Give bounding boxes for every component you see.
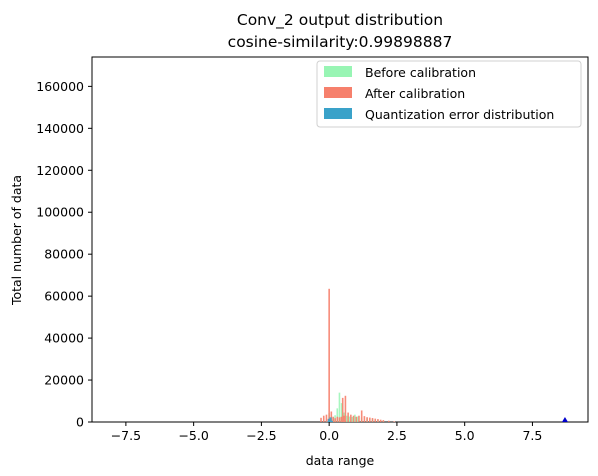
bar-before-calibration-12 [356,416,359,422]
bar-after-calibration-18 [355,416,358,422]
x-axis-ticks: −7.5 −5.0 −2.5 0.0 2.5 5.0 7.5 [111,422,542,443]
x-tick-label: −7.5 [111,428,141,443]
x-tick-label: 0.0 [319,428,339,443]
bar-after-calibration-1 [322,415,325,422]
bar-after-calibration-0 [320,417,322,422]
y-tick-label: 0 [76,415,84,430]
bar-after-calibration-23 [369,417,371,422]
bar-after-calibration-28 [382,420,385,422]
bar-before-calibration-9 [348,416,351,422]
bar-before-calibration-8 [345,415,348,422]
x-tick-label: 5.0 [455,428,475,443]
bar-after-calibration-16 [350,414,352,422]
bar-after-calibration-17 [352,415,355,422]
marker-0 [561,417,568,422]
bar-after-calibration-15 [347,412,349,422]
bar-after-calibration-2 [325,414,328,422]
y-tick-label: 160000 [36,79,84,94]
legend-swatch-before [324,66,352,77]
bar-after-calibration-8 [334,418,336,422]
bar-after-calibration-10 [338,417,341,422]
y-tick-label: 40000 [44,331,84,346]
bar-after-calibration-19 [358,415,360,422]
bar-before-calibration-4 [336,408,339,422]
legend-label-after: After calibration [365,86,465,101]
legend-label-before: Before calibration [365,65,476,80]
bar-before-calibration-5 [338,392,341,422]
bars [320,288,396,422]
chart-title: Conv_2 output distribution [237,11,443,30]
bar-before-calibration-6 [340,403,343,422]
bar-after-calibration-21 [363,416,366,422]
y-tick-label: 20000 [44,373,84,388]
annotation-markers [561,417,568,422]
y-tick-label: 100000 [36,205,84,220]
x-tick-label: −5.0 [178,428,208,443]
bar-quantization-error-distribution-0 [326,421,329,422]
bar-after-calibration-25 [374,418,377,422]
bar-after-calibration-22 [366,417,368,422]
bar-after-calibration-20 [360,410,363,422]
plot-area: −7.5 −5.0 −2.5 0.0 2.5 5.0 7.5 0 20000 40000 6000… [36,56,589,443]
y-tick-label: 120000 [36,163,84,178]
bar-after-calibration-14 [344,395,347,422]
chart-subtitle: cosine-similarity:0.99898887 [228,33,453,51]
y-tick-label: 140000 [36,121,84,136]
bar-quantization-error-distribution-1 [328,418,331,422]
x-tick-label: 2.5 [387,428,407,443]
legend-label-error: Quantization error distribution [365,107,554,122]
bar-after-calibration-29 [387,420,390,422]
bar-after-calibration-30 [393,421,396,422]
bar-quantization-error-distribution-2 [329,417,332,422]
bar-before-calibration-11 [354,414,356,422]
bar-after-calibration-26 [377,419,379,422]
bar-after-calibration-9 [336,416,339,422]
bar-after-calibration-4 [328,288,330,422]
bar-quantization-error-distribution-3 [330,420,333,422]
y-tick-label: 80000 [44,247,84,262]
legend-swatch-error [324,108,352,119]
bar-after-calibration-24 [371,418,374,422]
y-axis-ticks: 0 20000 40000 60000 80000 100000 120000 140000 1… [36,79,92,430]
y-tick-label: 60000 [44,289,84,304]
bar-after-calibration-13 [343,415,345,422]
legend-frame [316,60,582,128]
legend-swatch-after [324,87,352,98]
x-tick-label: 7.5 [522,428,542,443]
bar-after-calibration-6 [330,411,333,422]
y-axis-label: Total number of data [9,175,24,306]
bar-after-calibration-11 [340,416,343,422]
bar-after-calibration-27 [379,419,382,422]
x-tick-label: −2.5 [246,428,276,443]
legend: Before calibration After calibration Qua… [316,60,582,128]
x-axis-label: data range [306,453,375,468]
bar-after-calibration-7 [332,416,335,422]
bar-after-calibration-12 [341,397,344,422]
bar-before-calibration-10 [351,416,353,422]
